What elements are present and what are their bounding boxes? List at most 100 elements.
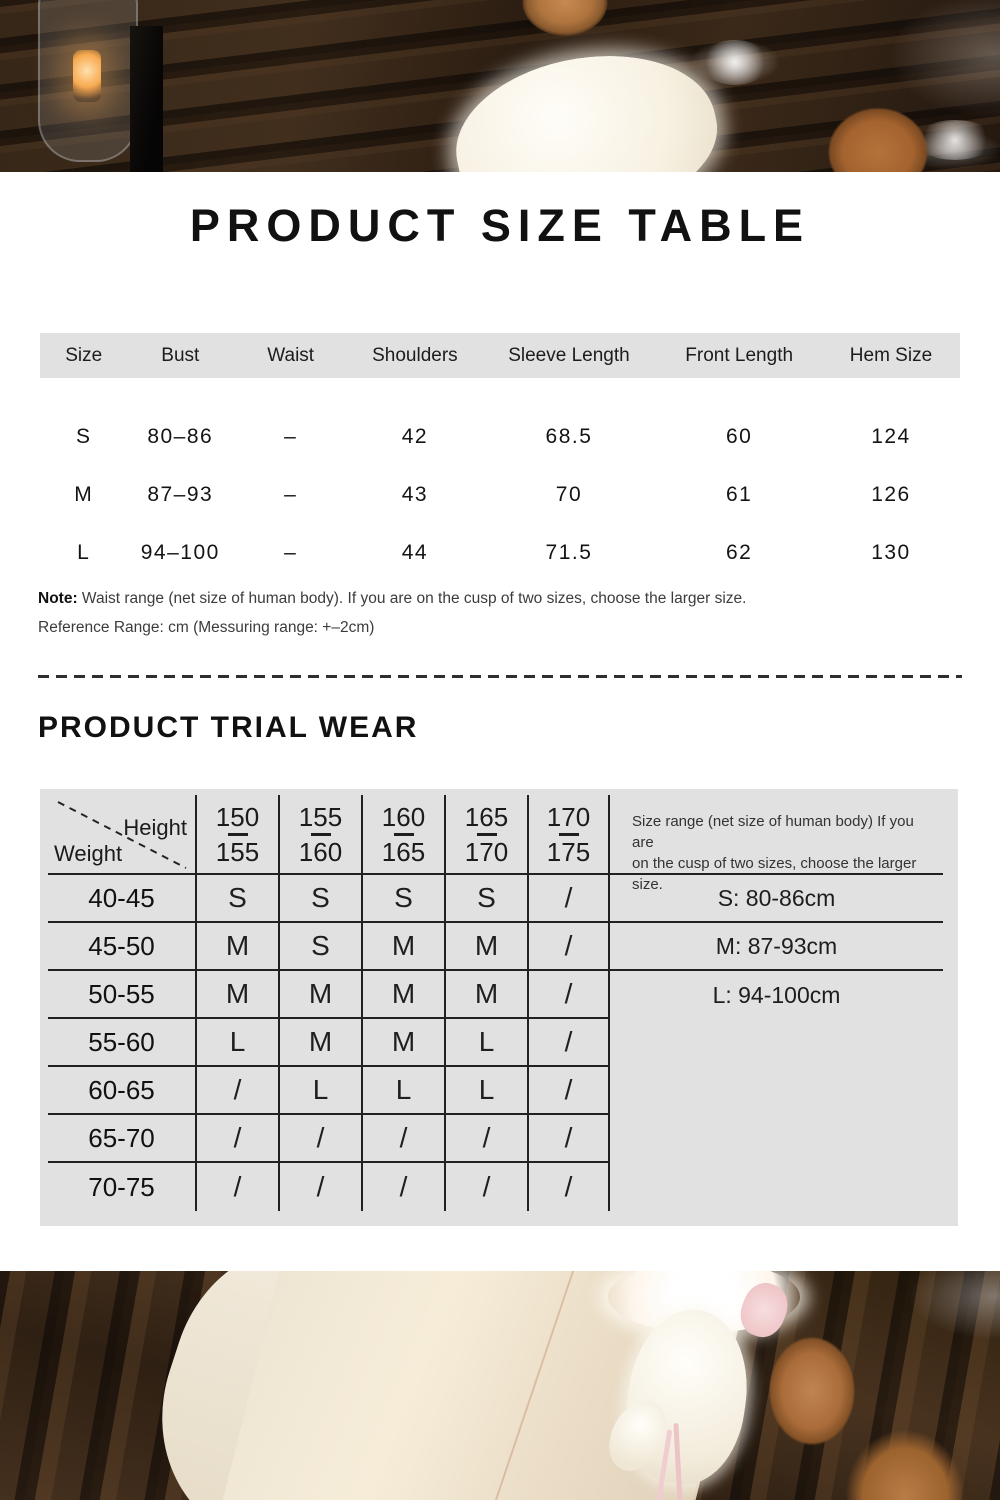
lamp-filament [73,50,101,102]
trial-weight-label-cell: 60-65 [48,1067,195,1115]
size-table-row: S 80–86 – 42 68.5 60 124 [40,408,960,466]
photo-top-cabin-mitten [0,0,1000,172]
trial-side-note: Size range (net size of human body) If y… [610,795,943,893]
note-text: Waist range (net size of human body). If… [77,590,747,607]
height-value: 165 [381,836,426,867]
size-table-header-cell: Bust [161,344,200,366]
photo-bottom-coat-mitten [0,1271,1000,1500]
size-table-cell: 124 [871,425,911,448]
trial-height-header-cell: 170 175 [527,795,610,875]
trial-height-header-cell: 155 160 [278,795,361,875]
size-table-header-row: Size Bust Waist Shoulders Sleeve Length Front… [40,333,960,378]
size-table-cell: 71.5 [545,541,593,564]
trial-size-cell: / [444,1163,527,1211]
trial-height-header-cell: 150 155 [195,795,278,875]
height-value: 150 [215,801,260,832]
height-value: 155 [298,801,343,832]
trial-weight-label-cell: 70-75 [88,1171,155,1202]
size-table-row: L 94–100 – 44 71.5 62 130 [40,524,960,582]
trial-side-note-line: on the cusp of two sizes, choose the lar… [632,855,917,893]
trial-side-size-row: M: 87-93cm [610,923,943,971]
height-value: 175 [546,836,591,867]
trial-corner-cell: Height Weight [48,795,195,875]
size-table-header-cell: Hem Size [849,344,933,366]
height-value: 160 [298,836,343,867]
size-table-cell: S [75,425,92,448]
size-table-header-cell: Front Length [685,344,794,366]
size-table-cell: 43 [401,483,429,506]
trial-size-cell: S [278,923,361,971]
height-value: 170 [546,801,591,832]
coat-seam [488,1271,578,1500]
trial-side-sizes: S: 80-86cm M: 87-93cm L: 94-100cm [610,875,943,1019]
trial-size-cell: L [278,1067,361,1115]
height-range-dash [558,832,579,836]
trial-height-header-cell: 165 170 [444,795,527,875]
height-value: 160 [381,801,426,832]
trial-size-cell: L [444,1067,527,1115]
size-table-body: S 80–86 – 42 68.5 60 124 M 87–93 – 43 70 61 126 L 94–10… [40,408,960,582]
trial-side-note-line: Size range (net size of human body) If y… [632,813,914,851]
trial-size-cell: S [361,875,444,923]
size-table-cell: – [284,541,298,564]
size-table-cell: 68.5 [545,425,593,448]
trial-size-cell: / [195,1067,278,1115]
size-table-cell: 42 [401,425,429,448]
snow-patch [915,120,995,160]
trial-size-cell: / [527,1163,610,1211]
wall-lamp-bracket [130,26,163,172]
trial-size-cell: M [361,923,444,971]
trial-size-cell: / [527,923,610,971]
trial-size-cell: M [195,923,278,971]
trial-height-header-cell: 160 165 [361,795,444,875]
reference-line: Reference Range: cm (Messuring range: +–… [38,619,375,636]
corner-weight-label: Weight [54,841,123,866]
trial-size-cell: / [278,1163,361,1211]
trial-size-cell: / [444,1115,527,1163]
trial-size-cell: / [278,1115,361,1163]
size-table-cell: 61 [725,483,753,506]
trial-size-cell: / [195,1163,278,1211]
trial-weight-label-cell: 50-55 [48,971,195,1019]
trial-size-cell: / [195,1115,278,1163]
size-table-cell: L [77,541,91,564]
trial-size-cell: / [527,971,610,1019]
trial-size-cell: M [444,923,527,971]
note-line: Note: Waist range (net size of human bod… [38,590,962,608]
trial-size-cell: M [444,971,527,1019]
trial-weight-label-cell: 55-60 [48,1019,195,1067]
height-range-dash [476,832,497,836]
trial-weight-label-cell: 65-70 [48,1115,195,1163]
size-table-notes: Note: Waist range (net size of human bod… [38,590,962,648]
trial-size-cell: / [361,1115,444,1163]
snow-patch [700,40,770,85]
page-title: PRODUCT SIZE TABLE [189,200,811,251]
trial-size-cell: / [361,1163,444,1211]
trial-weight-label-cell: 40-45 [48,875,195,923]
trial-size-cell: M [195,971,278,1019]
trial-size-cell: S [195,875,278,923]
size-table-cell: 60 [725,425,753,448]
trial-size-cell: / [527,1067,610,1115]
size-table-cell: 130 [871,541,911,564]
white-mitten-photo [441,32,731,172]
trial-size-cell: L [444,1019,527,1067]
trial-wear-grid: Height Weight 150 155 155 160 160 165 165 170 170 1… [48,795,610,1211]
trial-size-cell: / [527,1019,610,1067]
size-table-header-cell: Size [65,344,103,366]
trial-wear-table: Height Weight 150 155 155 160 160 165 165 170 170 1… [40,789,958,1226]
trial-side-size-row: S: 80-86cm [610,875,943,923]
note-label: Note: [38,590,78,607]
size-table-cell: – [284,425,298,448]
trial-side-size-row: L: 94-100cm [712,981,841,1008]
trial-size-cell: M [361,971,444,1019]
size-table-cell: M [74,483,94,506]
trial-wear-heading: PRODUCT TRIAL WEAR [38,711,419,744]
trial-size-cell: M [278,971,361,1019]
size-table-cell: 44 [401,541,429,564]
height-range-dash [310,832,331,836]
trial-side-panel: Size range (net size of human body) If y… [610,795,943,1019]
height-value: 165 [464,801,509,832]
trial-size-cell: S [278,875,361,923]
